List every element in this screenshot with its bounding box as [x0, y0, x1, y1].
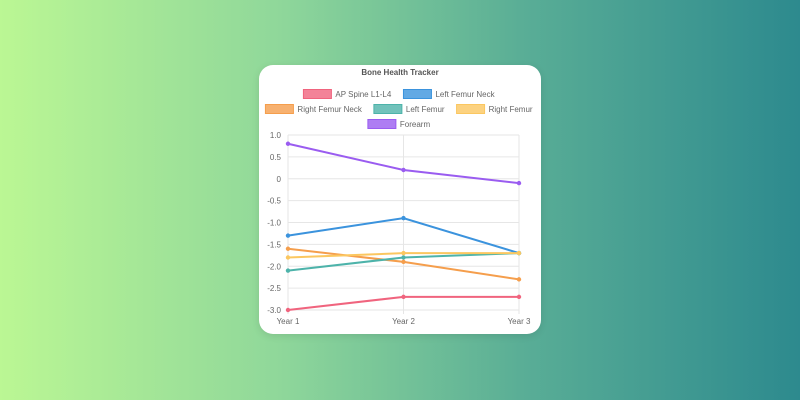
data-point[interactable]: [516, 180, 522, 186]
data-point[interactable]: [401, 167, 406, 173]
y-tick-label: 0: [277, 175, 282, 184]
data-point[interactable]: [401, 294, 406, 300]
legend-swatch[interactable]: [373, 104, 403, 114]
legend-label[interactable]: Left Femur: [406, 105, 445, 114]
data-point[interactable]: [401, 215, 406, 221]
x-tick-label: Year 2: [392, 317, 415, 326]
legend-label[interactable]: Right Femur Neck: [297, 105, 362, 114]
legend-swatch[interactable]: [456, 104, 486, 114]
data-point[interactable]: [285, 307, 291, 313]
data-point[interactable]: [285, 268, 291, 273]
data-point[interactable]: [516, 294, 522, 300]
data-point[interactable]: [516, 250, 522, 256]
data-point[interactable]: [285, 246, 291, 251]
legend-swatch[interactable]: [402, 89, 432, 99]
y-tick-label: -1.5: [267, 240, 281, 249]
legend-label[interactable]: AP Spine L1-L4: [335, 90, 391, 99]
data-point[interactable]: [401, 259, 406, 265]
x-tick-label: Year 3: [508, 317, 531, 326]
data-point[interactable]: [285, 141, 291, 146]
data-point[interactable]: [285, 233, 291, 238]
chart-title: Bone Health Tracker: [361, 68, 438, 77]
x-tick-label: Year 1: [277, 317, 300, 326]
legend-swatch[interactable]: [367, 119, 397, 129]
y-tick-label: -3.0: [267, 306, 281, 315]
y-tick-label: -2.0: [267, 262, 281, 271]
y-tick-label: -0.5: [267, 197, 281, 206]
legend-label[interactable]: Forearm: [400, 120, 431, 129]
legend-label[interactable]: Left Femur Neck: [435, 90, 495, 99]
legend-swatch[interactable]: [302, 89, 332, 99]
y-tick-label: -1.0: [267, 219, 281, 228]
data-point[interactable]: [401, 255, 406, 260]
data-point[interactable]: [285, 255, 291, 260]
legend-label[interactable]: Right Femur: [489, 105, 533, 114]
y-tick-label: 0.5: [270, 153, 282, 162]
legend-swatch[interactable]: [264, 104, 294, 114]
y-tick-label: -2.5: [267, 284, 281, 293]
data-point[interactable]: [401, 250, 406, 256]
data-point[interactable]: [516, 277, 522, 282]
y-tick-label: 1.0: [270, 131, 282, 140]
